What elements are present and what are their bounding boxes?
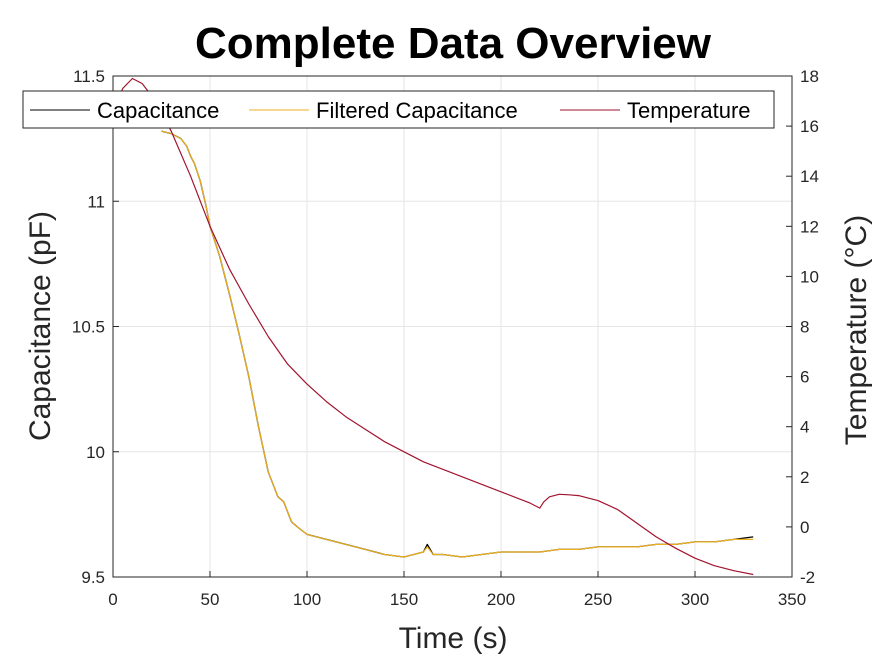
y-left-tick-label: 11 — [87, 192, 105, 211]
y-axis-label-left: Capacitance (pF) — [24, 211, 57, 441]
y-right-tick-label: 10 — [800, 267, 819, 286]
ticks: 0 50 100 150 200 250 300 350 9.5 10 10.5 11 11.5 -2 0 2… — [72, 67, 819, 609]
x-tick-label: 0 — [108, 590, 117, 609]
x-axis-label: Time (s) — [399, 622, 508, 655]
y-left-tick-label: 9.5 — [81, 568, 105, 587]
y-right-tick-label: 12 — [800, 217, 819, 236]
y-right-tick-label: 18 — [800, 67, 819, 86]
x-tick-label: 100 — [293, 590, 321, 609]
x-tick-label: 150 — [390, 590, 418, 609]
y-right-tick-label: 16 — [800, 117, 819, 136]
y-right-tick-label: 4 — [800, 418, 809, 437]
legend-label-temperature: Temperature — [627, 98, 751, 123]
y-right-tick-label: 8 — [800, 318, 809, 337]
y-left-tick-label: 10 — [86, 443, 105, 462]
y-left-tick-label: 11.5 — [73, 67, 105, 86]
legend-label-capacitance: Capacitance — [97, 98, 219, 123]
legend: Capacitance Filtered Capacitance Tempera… — [22, 90, 775, 129]
y-right-tick-label: 14 — [800, 167, 819, 186]
temperature-line — [112, 77, 754, 576]
legend-label-filtered-capacitance: Filtered Capacitance — [316, 98, 518, 123]
y-right-tick-label: 0 — [800, 518, 809, 537]
x-tick-label: 350 — [778, 590, 806, 609]
x-tick-label: 300 — [681, 590, 709, 609]
y-left-tick-label: 10.5 — [72, 318, 105, 337]
y-axis-label-right: Temperature (°C) — [840, 215, 873, 445]
x-tick-label: 200 — [487, 590, 515, 609]
x-tick-label: 250 — [584, 590, 612, 609]
x-tick-label: 50 — [201, 590, 220, 609]
y-right-tick-label: 6 — [800, 368, 809, 387]
y-right-tick-label: -2 — [800, 568, 815, 587]
y-right-tick-label: 2 — [800, 468, 809, 487]
series-layer — [112, 77, 754, 576]
chart-title: Complete Data Overview — [195, 19, 712, 68]
legend-box — [22, 90, 775, 129]
